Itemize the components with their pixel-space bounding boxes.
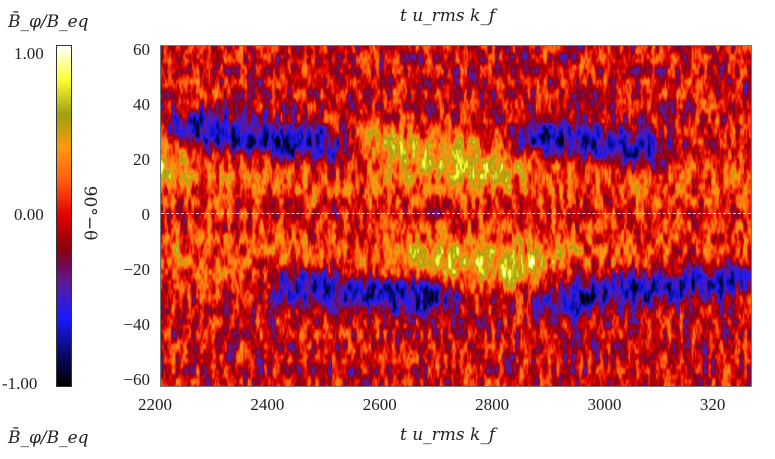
y-tick-label: 40 — [133, 95, 150, 115]
y-tick-label: 20 — [133, 150, 150, 170]
x-tick-label: 2200 — [138, 395, 172, 414]
equator-line — [161, 213, 751, 214]
colorbar-title-top: B̄_φ/B_eq — [8, 12, 89, 32]
y-tick-label: 60 — [133, 40, 150, 60]
colorbar-tick-min: -1.00 — [2, 374, 38, 393]
x-tick-label: 3000 — [587, 395, 622, 414]
y-tick-label: −20 — [123, 259, 150, 279]
y-axis-label: 90°−θ — [79, 185, 100, 241]
y-tick-label: −60 — [123, 369, 150, 389]
colorbar-tick-mid: 0.00 — [14, 205, 44, 224]
colorbar-title-bottom: B̄_φ/B_eq — [8, 428, 89, 448]
top-axis-title: t u_rms k_f — [400, 6, 496, 26]
x-tick-label: 2800 — [475, 395, 510, 414]
y-tick-label: −40 — [123, 314, 150, 334]
x-tick-label: 320 — [699, 395, 726, 414]
x-axis-label: t u_rms k_f — [400, 425, 496, 445]
heatmap-plot — [160, 45, 752, 387]
y-tick-label: 0 — [141, 205, 151, 224]
colorbar — [56, 45, 72, 387]
colorbar-tick-max: 1.00 — [14, 44, 44, 63]
x-tick-label: 2600 — [362, 395, 397, 414]
heatmap-canvas — [161, 46, 751, 386]
x-tick-label: 2400 — [250, 395, 285, 414]
